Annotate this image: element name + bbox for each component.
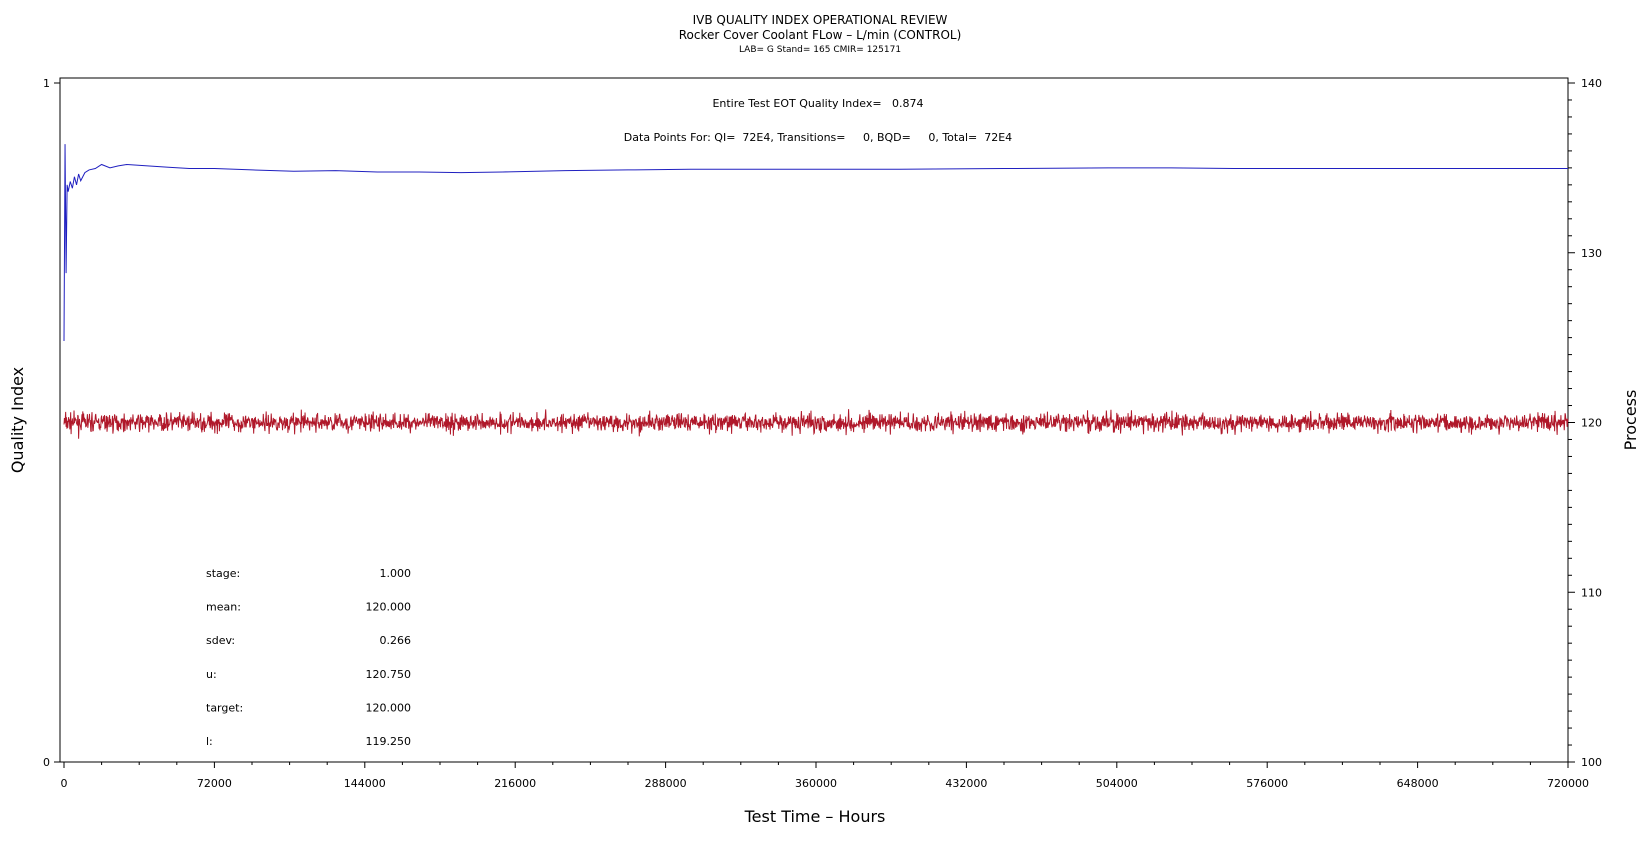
y-right-tick-label: 100 <box>1581 756 1602 769</box>
stat-label: target: <box>206 701 243 714</box>
stat-label: l: <box>206 735 213 748</box>
x-tick-label: 720000 <box>1547 777 1589 790</box>
stat-label: stage: <box>206 567 240 580</box>
quality-index-series-line <box>63 144 1568 342</box>
chart-subtitle-lab: LAB= G Stand= 165 CMIR= 125171 <box>739 45 901 55</box>
x-tick-label: 0 <box>61 777 68 790</box>
y-left-tick-label: 0 <box>43 756 50 769</box>
x-tick-label: 576000 <box>1246 777 1288 790</box>
stat-label: mean: <box>206 601 241 614</box>
x-tick-label: 504000 <box>1096 777 1138 790</box>
annotation-data-points: Data Points For: QI= 72E4, Transitions= … <box>624 131 1012 144</box>
y-axis-label-right: Process <box>1621 390 1640 451</box>
stat-value: 0.266 <box>380 634 412 647</box>
chart-subtitle: Rocker Cover Coolant FLow – L/min (CONTR… <box>679 28 962 42</box>
x-tick-label: 72000 <box>197 777 232 790</box>
process-series-line <box>63 409 1569 439</box>
chart-title: IVB QUALITY INDEX OPERATIONAL REVIEW <box>693 13 948 27</box>
y-right-tick-label: 130 <box>1581 247 1602 260</box>
x-tick-label: 288000 <box>645 777 687 790</box>
x-tick-label: 360000 <box>795 777 837 790</box>
stat-value: 119.250 <box>366 735 412 748</box>
stats-table: stage: 1.000 mean: 120.000 sdev: 0.266 u: 120.7… <box>206 567 411 748</box>
y-right-tick-label: 120 <box>1581 417 1602 430</box>
stat-value: 120.000 <box>366 701 412 714</box>
stat-value: 120.000 <box>366 601 412 614</box>
x-tick-label: 144000 <box>344 777 386 790</box>
annotation-eot-quality-index: Entire Test EOT Quality Index= 0.874 <box>712 97 923 110</box>
stat-label: sdev: <box>206 634 235 647</box>
stat-value: 1.000 <box>380 567 412 580</box>
y-left-tick-label: 1 <box>43 77 50 90</box>
y-right-tick-label: 140 <box>1581 77 1602 90</box>
x-tick-label: 432000 <box>945 777 987 790</box>
x-axis-label: Test Time – Hours <box>744 807 886 826</box>
stat-label: u: <box>206 668 217 681</box>
y-right-tick-label: 110 <box>1581 586 1602 599</box>
stat-value: 120.750 <box>366 668 412 681</box>
x-tick-label: 216000 <box>494 777 536 790</box>
x-tick-label: 648000 <box>1397 777 1439 790</box>
y-axis-label-left: Quality Index <box>8 367 27 473</box>
